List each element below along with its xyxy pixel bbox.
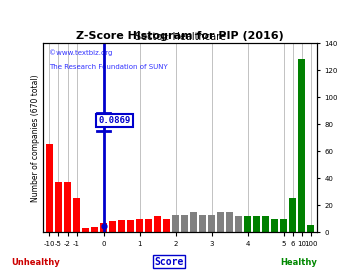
Bar [226, 212, 233, 232]
Text: Healthy: Healthy [280, 258, 317, 266]
Title: Z-Score Histogram for PIP (2016): Z-Score Histogram for PIP (2016) [76, 31, 284, 41]
Bar [91, 227, 98, 232]
Bar [136, 219, 143, 232]
Bar [127, 220, 134, 232]
Bar [298, 59, 305, 232]
Text: Unhealthy: Unhealthy [12, 258, 60, 266]
Y-axis label: Number of companies (670 total): Number of companies (670 total) [31, 74, 40, 201]
Bar [262, 216, 269, 232]
Bar [217, 212, 224, 232]
Bar [154, 216, 161, 232]
Bar [244, 216, 251, 232]
Bar [253, 216, 260, 232]
Bar [172, 215, 179, 232]
Bar [307, 225, 314, 232]
Bar [271, 219, 278, 232]
Text: ©www.textbiz.org: ©www.textbiz.org [49, 49, 112, 56]
Text: 0.0869: 0.0869 [99, 116, 131, 125]
Bar [55, 182, 62, 232]
Bar [235, 216, 242, 232]
Bar [289, 198, 296, 232]
Bar [82, 228, 89, 232]
Text: The Research Foundation of SUNY: The Research Foundation of SUNY [49, 64, 167, 70]
Bar [280, 219, 287, 232]
Bar [46, 144, 53, 232]
Bar [73, 198, 80, 232]
Bar [163, 219, 170, 232]
Bar [64, 182, 71, 232]
Text: Score: Score [154, 256, 184, 266]
Bar [100, 223, 107, 232]
Bar [118, 220, 125, 232]
Bar [199, 215, 206, 232]
Bar [190, 212, 197, 232]
Text: Sector: Healthcare: Sector: Healthcare [135, 32, 225, 42]
Bar [208, 215, 215, 232]
Bar [109, 221, 116, 232]
Bar [145, 219, 152, 232]
Bar [181, 215, 188, 232]
